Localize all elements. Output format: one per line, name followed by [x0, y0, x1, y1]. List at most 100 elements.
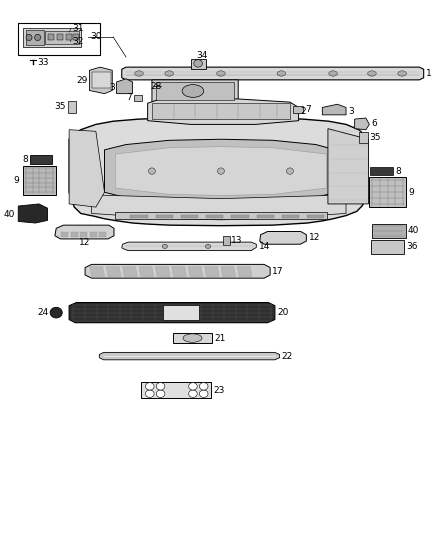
Polygon shape	[69, 303, 275, 322]
Text: 30: 30	[91, 33, 102, 42]
Polygon shape	[328, 128, 368, 204]
Polygon shape	[369, 177, 406, 207]
Polygon shape	[115, 213, 327, 219]
Polygon shape	[122, 67, 424, 80]
Bar	[163, 305, 199, 319]
Polygon shape	[139, 266, 154, 277]
Bar	[282, 215, 299, 217]
Polygon shape	[173, 333, 212, 343]
Text: 6: 6	[371, 119, 377, 128]
Text: 9: 9	[408, 188, 414, 197]
Polygon shape	[372, 224, 406, 238]
Polygon shape	[322, 104, 346, 115]
Bar	[57, 34, 63, 39]
Bar	[71, 231, 78, 237]
Ellipse shape	[205, 244, 211, 248]
Text: 8: 8	[396, 166, 401, 175]
Polygon shape	[90, 266, 105, 277]
Polygon shape	[223, 236, 230, 245]
Text: 33: 33	[38, 58, 49, 67]
Bar	[99, 231, 106, 237]
Polygon shape	[69, 130, 105, 207]
Polygon shape	[106, 266, 121, 277]
Ellipse shape	[329, 71, 337, 76]
Text: 28: 28	[150, 82, 162, 91]
Text: 36: 36	[406, 243, 418, 252]
Ellipse shape	[398, 71, 406, 76]
Bar	[74, 34, 79, 39]
Polygon shape	[237, 266, 252, 277]
Ellipse shape	[50, 308, 62, 318]
Ellipse shape	[277, 71, 286, 76]
Polygon shape	[293, 107, 303, 113]
Bar	[231, 215, 249, 217]
Polygon shape	[23, 28, 81, 47]
Text: 7: 7	[126, 93, 132, 102]
Bar	[257, 215, 274, 217]
Bar	[18, 22, 100, 55]
Ellipse shape	[135, 71, 143, 76]
Text: 35: 35	[54, 102, 66, 111]
Polygon shape	[99, 352, 279, 360]
Polygon shape	[152, 103, 290, 118]
Bar	[66, 34, 72, 39]
Ellipse shape	[156, 390, 165, 398]
Bar	[131, 215, 148, 217]
Text: 29: 29	[76, 76, 87, 85]
Text: 12: 12	[79, 238, 91, 247]
Polygon shape	[122, 242, 256, 251]
Polygon shape	[359, 132, 367, 143]
Bar	[206, 215, 223, 217]
Text: 3: 3	[109, 83, 115, 92]
Text: 34: 34	[196, 51, 207, 60]
Polygon shape	[22, 166, 56, 195]
Polygon shape	[69, 118, 367, 225]
Polygon shape	[221, 266, 236, 277]
Ellipse shape	[148, 168, 155, 174]
Ellipse shape	[183, 334, 202, 342]
Bar	[61, 231, 68, 237]
Polygon shape	[92, 195, 346, 220]
Polygon shape	[89, 67, 112, 94]
Text: 31: 31	[72, 25, 84, 34]
Ellipse shape	[162, 244, 167, 248]
Polygon shape	[191, 59, 206, 69]
Ellipse shape	[199, 383, 208, 390]
Polygon shape	[371, 240, 404, 254]
Ellipse shape	[165, 71, 173, 76]
Ellipse shape	[194, 60, 202, 67]
Bar	[90, 231, 97, 237]
Text: 20: 20	[277, 308, 288, 317]
Text: 40: 40	[4, 210, 15, 219]
Text: 17: 17	[272, 267, 283, 276]
Bar	[181, 215, 198, 217]
Polygon shape	[18, 204, 48, 223]
Ellipse shape	[26, 34, 32, 41]
Ellipse shape	[145, 390, 154, 398]
Bar	[80, 231, 87, 237]
Ellipse shape	[156, 383, 165, 390]
Polygon shape	[85, 264, 270, 278]
Polygon shape	[92, 72, 110, 88]
Polygon shape	[355, 118, 369, 130]
Polygon shape	[123, 266, 137, 277]
Polygon shape	[148, 99, 299, 124]
Text: 21: 21	[214, 334, 226, 343]
Text: 24: 24	[37, 308, 49, 317]
Polygon shape	[188, 266, 203, 277]
Text: 14: 14	[259, 242, 270, 251]
Text: 23: 23	[213, 385, 225, 394]
Text: 32: 32	[72, 37, 84, 46]
Polygon shape	[115, 147, 327, 196]
Text: 40: 40	[407, 227, 419, 236]
Polygon shape	[30, 155, 52, 164]
Text: 8: 8	[22, 155, 28, 164]
Polygon shape	[26, 30, 44, 45]
Text: 13: 13	[231, 236, 243, 245]
Polygon shape	[141, 382, 212, 398]
Text: 2: 2	[301, 107, 306, 116]
Text: 9: 9	[14, 176, 20, 185]
Polygon shape	[152, 80, 238, 108]
Polygon shape	[370, 167, 393, 175]
Ellipse shape	[182, 85, 204, 98]
